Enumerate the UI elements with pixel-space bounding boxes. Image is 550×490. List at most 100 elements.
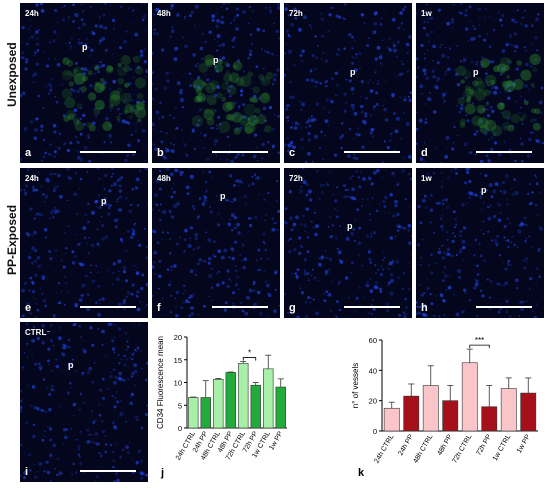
micrograph-panel-g: 72h p g bbox=[284, 168, 412, 318]
micrograph-image-d bbox=[416, 3, 544, 163]
micrograph-panel-a: 24h p a bbox=[20, 3, 148, 163]
x-tick-label: 24h PP bbox=[397, 433, 415, 457]
x-tick-label: 24h CTRL bbox=[373, 433, 395, 464]
x-tick-label: 1w PP bbox=[516, 433, 532, 454]
panel-letter: i bbox=[25, 466, 29, 478]
y-tick-label: 20 bbox=[369, 397, 377, 406]
panel-time-label: 24h bbox=[25, 9, 39, 18]
scale-bar bbox=[80, 306, 136, 308]
micrograph-panel-f: 48h p f bbox=[152, 168, 280, 318]
scale-bar bbox=[476, 306, 532, 308]
scale-bar bbox=[476, 151, 532, 153]
bar bbox=[238, 363, 249, 429]
x-tick-label: 72h CTRL bbox=[451, 433, 473, 464]
bar bbox=[383, 407, 400, 432]
panel-p-marker: p bbox=[68, 360, 74, 370]
micrograph-panel-i: CTRL⁻ p i bbox=[20, 322, 148, 482]
chart-j: 0 5 10 15 20 CD34 Fluorescence mean 24h CTRL 24… bbox=[155, 325, 290, 485]
bar bbox=[250, 384, 261, 429]
panel-p-marker: p bbox=[220, 191, 226, 201]
scale-bar bbox=[344, 306, 400, 308]
micrograph-panel-c: 72h p c bbox=[284, 3, 412, 163]
bar bbox=[500, 388, 517, 432]
bar bbox=[213, 379, 224, 429]
micrograph-image-f bbox=[152, 168, 280, 318]
panel-letter-j: j bbox=[161, 467, 165, 479]
panel-p-marker: p bbox=[213, 55, 219, 65]
y-axis-label: CD34 Fluorescence mean bbox=[156, 336, 165, 429]
micrograph-image-i bbox=[20, 322, 148, 482]
bar bbox=[263, 368, 274, 429]
bar bbox=[461, 362, 478, 432]
bar bbox=[200, 397, 211, 429]
y-tick-label: 40 bbox=[369, 366, 377, 375]
bar bbox=[188, 397, 199, 429]
significance-label: * bbox=[248, 349, 251, 358]
scale-bar bbox=[80, 470, 136, 472]
y-tick-label: 60 bbox=[369, 336, 377, 345]
panel-p-marker: p bbox=[350, 67, 356, 77]
panel-letter: g bbox=[289, 302, 296, 314]
panel-letter: c bbox=[289, 147, 296, 159]
chart-k: 0 20 40 60 n° of vessels 24h CTRL 24h PP 48h CT… bbox=[351, 325, 550, 485]
panel-letter: d bbox=[421, 147, 428, 159]
y-tick-label: 10 bbox=[174, 379, 182, 388]
panel-letter: f bbox=[157, 302, 161, 314]
y-axis-label: n° of vessels bbox=[352, 363, 360, 408]
x-tick-label: 48h CTRL bbox=[412, 433, 434, 464]
panel-time-label: 48h bbox=[157, 9, 171, 18]
panel-letter-k: k bbox=[358, 467, 365, 479]
significance-bracket bbox=[242, 357, 257, 361]
panel-p-marker: p bbox=[101, 196, 107, 206]
micrograph-image-c bbox=[284, 3, 412, 163]
panel-time-label: 72h bbox=[289, 174, 303, 183]
panel-time-label: 72h bbox=[289, 9, 303, 18]
bar bbox=[275, 386, 286, 429]
bar bbox=[403, 395, 420, 432]
x-tick-label: 72h PP bbox=[475, 433, 493, 457]
bar bbox=[442, 400, 459, 432]
panel-letter: a bbox=[25, 147, 32, 159]
panel-letter: e bbox=[25, 302, 32, 314]
scale-bar bbox=[80, 151, 136, 153]
row-label-pp-exposed: PP-Exposed bbox=[5, 204, 19, 275]
scale-bar bbox=[344, 151, 400, 153]
row-label-unexposed: Unexposed bbox=[5, 42, 19, 107]
y-tick-label: 0 bbox=[373, 427, 377, 436]
panel-time-label: CTRL⁻ bbox=[25, 328, 51, 337]
x-tick-label: 1w CTRL bbox=[492, 433, 513, 462]
micrograph-panel-d: 1w p d bbox=[416, 3, 544, 163]
micrograph-image-h bbox=[416, 168, 544, 318]
x-tick-label: 48h PP bbox=[436, 433, 454, 457]
micrograph-image-g bbox=[284, 168, 412, 318]
panel-p-marker: p bbox=[82, 42, 88, 52]
panel-time-label: 1w bbox=[421, 9, 432, 18]
micrograph-image-a bbox=[20, 3, 148, 163]
panel-p-marker: p bbox=[481, 185, 487, 195]
scale-bar bbox=[212, 306, 268, 308]
y-tick-label: 20 bbox=[174, 333, 182, 342]
panel-time-label: 24h bbox=[25, 174, 39, 183]
panel-time-label: 1w bbox=[421, 174, 432, 183]
y-tick-label: 0 bbox=[178, 424, 182, 433]
panel-time-label: 48h bbox=[157, 174, 171, 183]
bar bbox=[225, 372, 236, 429]
significance-label: *** bbox=[475, 336, 484, 345]
panel-letter: h bbox=[421, 302, 428, 314]
micrograph-panel-b: 48h p b bbox=[152, 3, 280, 163]
panel-letter: b bbox=[157, 147, 164, 159]
y-tick-label: 15 bbox=[174, 356, 182, 365]
y-tick-label: 5 bbox=[178, 401, 182, 410]
bar bbox=[520, 392, 537, 432]
micrograph-image-e bbox=[20, 168, 148, 318]
significance-bracket bbox=[469, 344, 490, 349]
panel-p-marker: p bbox=[473, 67, 479, 77]
bar bbox=[481, 406, 498, 432]
bar bbox=[422, 385, 439, 432]
micrograph-panel-h: 1w p h bbox=[416, 168, 544, 318]
micrograph-panel-e: 24h p e bbox=[20, 168, 148, 318]
panel-p-marker: p bbox=[347, 221, 353, 231]
micrograph-image-b bbox=[152, 3, 280, 163]
